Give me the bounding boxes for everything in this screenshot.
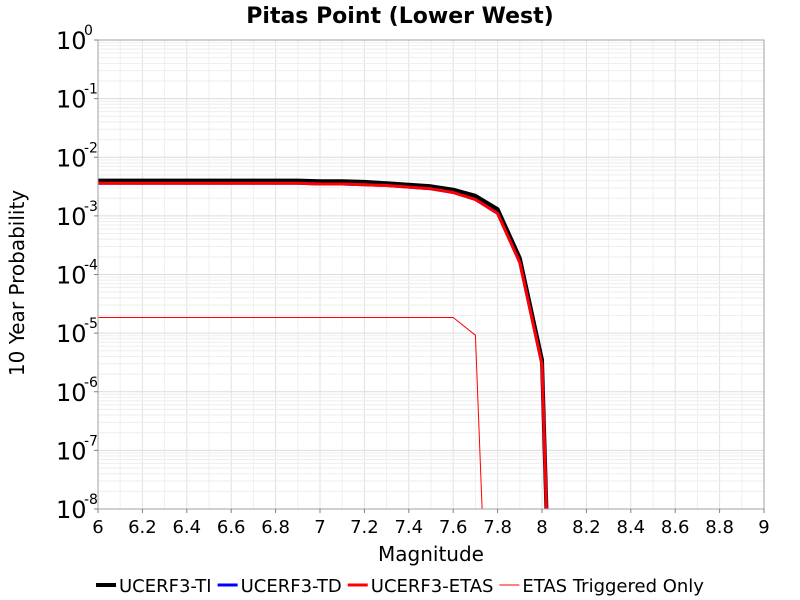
x-tick-label: 7.6 [439,517,468,538]
series-line-0 [98,178,549,510]
y-tick-label: 10 [56,262,87,290]
x-tick-label: 7.4 [394,517,423,538]
legend-label-2: UCERF3-ETAS [371,576,494,597]
y-tick-label: 10 [56,27,87,55]
x-tick-label: 7.8 [483,517,512,538]
grid [97,39,765,510]
x-axis-ticks: 6 6.2 6.4 6.6 6.8 7 7.2 7.4 7.6 7.8 8 8.2 8.4 8.6 8.8 9 [92,509,770,538]
y-tick-exponent: -4 [84,258,98,274]
x-tick-label: 8.2 [572,517,601,538]
y-tick-exponent: -5 [84,316,98,332]
y-tick-exponent: -3 [84,199,98,215]
x-tick-label: 8 [536,517,547,538]
x-tick-label: 6.2 [128,517,157,538]
x-tick-label: 6.4 [172,517,201,538]
y-tick-exponent: -2 [84,140,98,156]
x-tick-label: 6.8 [261,517,290,538]
y-tick-exponent: -8 [84,492,98,508]
x-axis-label: Magnitude [378,542,484,566]
y-tick-label: 10 [56,144,87,172]
x-tick-label: 8.4 [616,517,645,538]
x-tick-label: 7.2 [350,517,379,538]
x-tick-label: 6.6 [217,517,246,538]
y-tick-label: 10 [56,203,87,231]
chart-title: Pitas Point (Lower West) [246,4,553,29]
y-tick-label: 10 [56,86,87,114]
y-tick-exponent: 0 [84,23,93,39]
y-tick-label: 10 [56,379,87,407]
legend-label-1: UCERF3-TD [241,576,342,597]
x-tick-label: 7 [314,517,325,538]
series-line-2 [98,181,548,510]
x-tick-label: 9 [758,517,769,538]
y-tick-label: 10 [56,437,87,465]
y-tick-exponent: -1 [84,82,98,98]
y-tick-exponent: -6 [84,375,98,391]
x-tick-label: 8.8 [705,517,734,538]
y-tick-label: 10 [56,496,87,524]
y-tick-exponent: -7 [84,433,98,449]
legend-label-0: UCERF3-TI [119,576,212,597]
series-line-3 [98,317,483,510]
series-layer [98,178,549,510]
x-tick-label: 8.6 [661,517,690,538]
legend: UCERF3-TI UCERF3-TD UCERF3-ETAS ETAS Trigge… [96,576,704,597]
y-axis-label: 10 Year Probability [5,190,29,376]
y-tick-label: 10 [56,320,87,348]
legend-label-3: ETAS Triggered Only [522,576,704,597]
x-tick-label: 6 [92,517,103,538]
